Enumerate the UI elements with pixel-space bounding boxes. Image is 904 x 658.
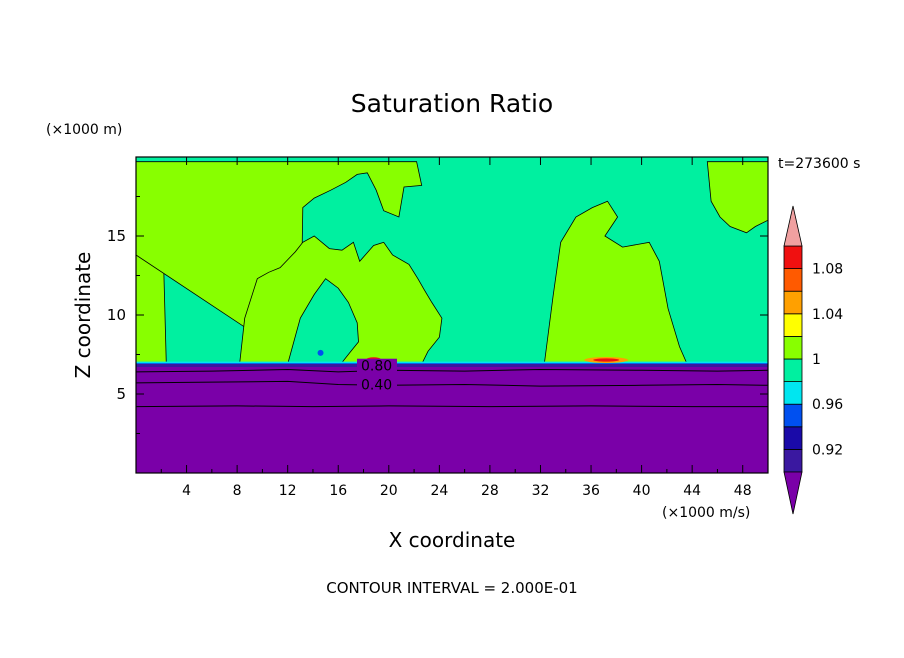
chart-title: Saturation Ratio [351,89,553,118]
x-tick-label: 16 [329,483,347,499]
contour-label: 0.80 [361,359,392,375]
x-tick-label: 44 [683,483,701,499]
colorbar-segment [783,290,803,315]
colorbar-segment [783,268,803,292]
x-tick-label: 28 [481,483,499,499]
x-tick-label: 48 [734,483,752,499]
x-tick-label: 32 [532,483,550,499]
time-label: t=273600 s [778,156,860,172]
x-unit-label: (×1000 m/s) [662,505,750,521]
colorbar-segment [783,335,803,360]
plot-area [136,157,768,473]
colorbar-segment [783,448,803,473]
x-tick-label: 36 [582,483,600,499]
right-supersat-region [543,200,688,365]
colorbar: 0.92 0.96 1 1.04 1.08 [783,205,843,515]
colorbar-segment [783,313,803,337]
y-unit-label: (×1000 m) [46,122,122,138]
x-tick-label: 20 [380,483,398,499]
x-axis-label: X coordinate [389,528,516,552]
y-tick-label: 15 [107,227,126,245]
y-axis: 5 10 15 [107,196,768,434]
x-tick-label: 4 [182,483,191,499]
contour-labels: 0.80 0.40 [356,358,397,394]
contour-interval-footer: CONTOUR INTERVAL = 2.000E-01 [326,579,577,597]
colorbar-segment [783,403,803,428]
x-tick-label: 12 [279,483,297,499]
colorbar-label: 1.08 [812,262,843,278]
y-tick-label: 10 [107,306,126,324]
central-subsat-pocket [287,278,359,365]
contour-label-bg [356,358,397,373]
contour-label: 0.40 [361,378,392,394]
contour-line-040 [136,380,768,387]
dry-layer-region [136,363,768,473]
colorbar-label: 1.04 [812,307,843,323]
colorbar-label: 1 [812,352,821,368]
contour-line-low [136,405,768,408]
far-right-supersat-region [706,161,768,234]
colorbar-segment [783,426,803,450]
colorbar-under-arrow [783,471,803,515]
colorbar-segment [783,245,803,270]
contour-line-080 [136,368,768,373]
y-axis-label: Z coordinate [71,252,95,379]
dry-layer-top-band [136,363,768,367]
y-tick-label: 5 [116,385,126,403]
colorbar-label: 0.96 [812,397,843,413]
contour-label-bg [356,377,397,392]
x-axis: 4 8 12 16 20 24 28 32 36 40 44 48 [160,157,752,499]
upper-supersat-region [136,161,423,365]
colorbar-segment [783,381,803,405]
blue-speck [317,349,324,356]
red-highlight-right [593,358,620,362]
colorbar-over-arrow [783,205,803,247]
colorbar-label: 0.92 [812,442,843,458]
cyan-band [136,361,768,364]
x-tick-label: 8 [233,483,242,499]
colorbar-segment [783,358,803,383]
x-tick-label: 40 [633,483,651,499]
x-tick-label: 24 [430,483,448,499]
